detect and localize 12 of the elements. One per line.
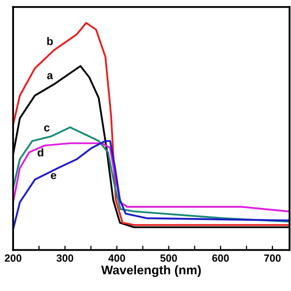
series-label: c	[44, 125, 50, 132]
x-axis-title: Wavelength (nm)	[101, 265, 201, 277]
x-tick-label: 200	[4, 254, 22, 262]
x-tick-label: 500	[160, 254, 177, 262]
x-tick-label: 300	[56, 254, 74, 262]
series-label: e	[50, 173, 56, 180]
x-tick-label: 600	[212, 254, 229, 262]
series-label: b	[47, 36, 53, 46]
series-label: a	[47, 73, 54, 80]
x-tick-label: 400	[108, 254, 126, 262]
series-label: d	[38, 148, 44, 156]
x-tick-label: 700	[264, 254, 281, 262]
